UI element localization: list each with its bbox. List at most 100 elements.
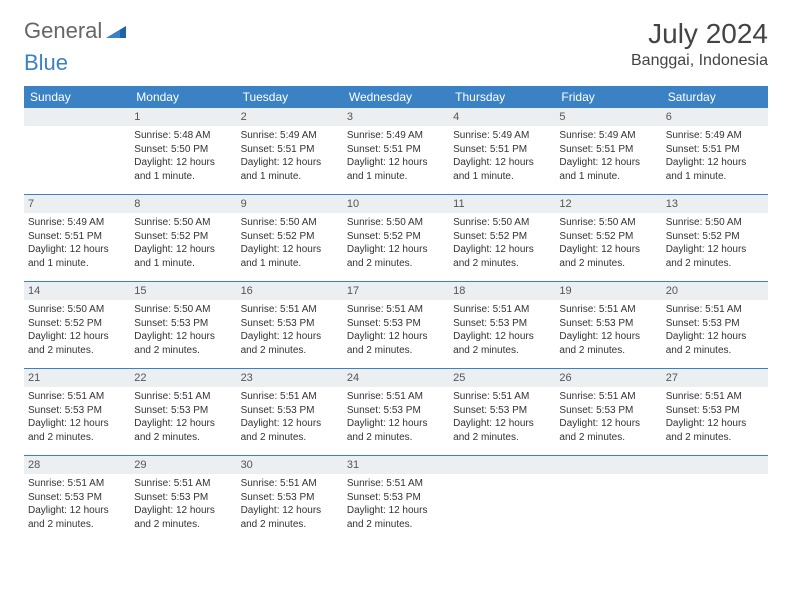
calendar-cell: 13Sunrise: 5:50 AMSunset: 5:52 PMDayligh… (662, 195, 768, 281)
daylight-text: Daylight: 12 hours and 2 minutes. (28, 330, 126, 357)
cell-body: Sunrise: 5:51 AMSunset: 5:53 PMDaylight:… (662, 300, 768, 363)
cell-body: Sunrise: 5:51 AMSunset: 5:53 PMDaylight:… (343, 300, 449, 363)
calendar-week: 14Sunrise: 5:50 AMSunset: 5:52 PMDayligh… (24, 282, 768, 369)
sunrise-text: Sunrise: 5:48 AM (134, 129, 232, 143)
daylight-text: Daylight: 12 hours and 2 minutes. (666, 417, 764, 444)
sunrise-text: Sunrise: 5:50 AM (241, 216, 339, 230)
daylight-text: Daylight: 12 hours and 2 minutes. (453, 417, 551, 444)
daylight-text: Daylight: 12 hours and 1 minute. (453, 156, 551, 183)
daylight-text: Daylight: 12 hours and 2 minutes. (241, 504, 339, 531)
calendar-cell: 10Sunrise: 5:50 AMSunset: 5:52 PMDayligh… (343, 195, 449, 281)
cell-body: Sunrise: 5:51 AMSunset: 5:53 PMDaylight:… (343, 474, 449, 537)
sunrise-text: Sunrise: 5:51 AM (453, 303, 551, 317)
sunset-text: Sunset: 5:52 PM (241, 230, 339, 244)
day-number: 19 (555, 282, 661, 300)
calendar: Sunday Monday Tuesday Wednesday Thursday… (24, 86, 768, 542)
day-number: 13 (662, 195, 768, 213)
day-number (24, 108, 130, 126)
day-number: 26 (555, 369, 661, 387)
sunset-text: Sunset: 5:53 PM (241, 317, 339, 331)
calendar-week: 28Sunrise: 5:51 AMSunset: 5:53 PMDayligh… (24, 456, 768, 542)
calendar-cell (555, 456, 661, 542)
sunset-text: Sunset: 5:51 PM (666, 143, 764, 157)
day-number: 24 (343, 369, 449, 387)
calendar-cell: 7Sunrise: 5:49 AMSunset: 5:51 PMDaylight… (24, 195, 130, 281)
day-number: 21 (24, 369, 130, 387)
sunrise-text: Sunrise: 5:50 AM (453, 216, 551, 230)
daylight-text: Daylight: 12 hours and 2 minutes. (453, 330, 551, 357)
calendar-cell: 21Sunrise: 5:51 AMSunset: 5:53 PMDayligh… (24, 369, 130, 455)
day-number: 29 (130, 456, 236, 474)
daylight-text: Daylight: 12 hours and 2 minutes. (347, 417, 445, 444)
daylight-text: Daylight: 12 hours and 2 minutes. (453, 243, 551, 270)
sunrise-text: Sunrise: 5:49 AM (666, 129, 764, 143)
daylight-text: Daylight: 12 hours and 2 minutes. (347, 504, 445, 531)
sunset-text: Sunset: 5:53 PM (134, 317, 232, 331)
cell-body: Sunrise: 5:49 AMSunset: 5:51 PMDaylight:… (662, 126, 768, 189)
sunset-text: Sunset: 5:51 PM (28, 230, 126, 244)
calendar-weeks: 1Sunrise: 5:48 AMSunset: 5:50 PMDaylight… (24, 108, 768, 542)
cell-body: Sunrise: 5:49 AMSunset: 5:51 PMDaylight:… (555, 126, 661, 189)
sunrise-text: Sunrise: 5:51 AM (134, 477, 232, 491)
sunrise-text: Sunrise: 5:50 AM (28, 303, 126, 317)
calendar-week: 7 Sunrise: 5:49 AMSunset: 5:51 PM Daylight… (24, 195, 768, 282)
sunrise-text: Sunrise: 5:51 AM (453, 390, 551, 404)
daylight-text: Daylight: 12 hours and 1 minute. (559, 156, 657, 183)
day-number: 12 (555, 195, 661, 213)
daylight-text: Daylight: 12 hours and 2 minutes. (347, 330, 445, 357)
daylight-text: Daylight: 12 hours and 2 minutes. (241, 417, 339, 444)
calendar-week: 21Sunrise: 5:51 AMSunset: 5:53 PMDayligh… (24, 369, 768, 456)
cell-body: Sunrise: 5:51 AMSunset: 5:53 PMDaylight:… (449, 387, 555, 450)
calendar-cell: 31Sunrise: 5:51 AMSunset: 5:53 PMDayligh… (343, 456, 449, 542)
sunrise-text: Sunrise: 5:49 AM (28, 216, 126, 230)
sunrise-text: Sunrise: 5:51 AM (559, 303, 657, 317)
calendar-cell: 6Sunrise: 5:49 AMSunset: 5:51 PMDaylight… (662, 108, 768, 194)
cell-body: Sunrise: 5:51 AMSunset: 5:53 PMDaylight:… (449, 300, 555, 363)
sunset-text: Sunset: 5:53 PM (134, 404, 232, 418)
calendar-cell: 18Sunrise: 5:51 AMSunset: 5:53 PMDayligh… (449, 282, 555, 368)
day-number: 23 (237, 369, 343, 387)
calendar-cell (449, 456, 555, 542)
calendar-cell (662, 456, 768, 542)
sunset-text: Sunset: 5:53 PM (134, 491, 232, 505)
calendar-cell (24, 108, 130, 194)
sunrise-text: Sunrise: 5:49 AM (347, 129, 445, 143)
cell-body: Sunrise: 5:50 AMSunset: 5:52 PMDaylight:… (662, 213, 768, 276)
sunset-text: Sunset: 5:51 PM (347, 143, 445, 157)
cell-body: Sunrise: 5:50 AMSunset: 5:52 PMDaylight:… (343, 213, 449, 276)
sunset-text: Sunset: 5:53 PM (666, 317, 764, 331)
cell-body: Sunrise: 5:50 AMSunset: 5:52 PMDaylight:… (555, 213, 661, 276)
cell-body: Sunrise: 5:51 AMSunset: 5:53 PMDaylight:… (555, 300, 661, 363)
sunset-text: Sunset: 5:52 PM (666, 230, 764, 244)
sunset-text: Sunset: 5:53 PM (241, 404, 339, 418)
day-header-thursday: Thursday (449, 86, 555, 108)
day-number: 1 (130, 108, 236, 126)
day-number: 17 (343, 282, 449, 300)
cell-body: Sunrise: 5:51 AMSunset: 5:53 PMDaylight:… (237, 300, 343, 363)
day-number (662, 456, 768, 474)
day-number: 3 (343, 108, 449, 126)
sunrise-text: Sunrise: 5:51 AM (241, 390, 339, 404)
sunrise-text: Sunrise: 5:51 AM (666, 303, 764, 317)
cell-body: Sunrise: 5:51 AMSunset: 5:53 PMDaylight:… (662, 387, 768, 450)
cell-body: Sunrise: 5:50 AMSunset: 5:52 PMDaylight:… (24, 300, 130, 363)
daylight-text: Daylight: 12 hours and 2 minutes. (241, 330, 339, 357)
daylight-text: Daylight: 12 hours and 2 minutes. (559, 243, 657, 270)
day-number: 2 (237, 108, 343, 126)
calendar-cell: 2Sunrise: 5:49 AMSunset: 5:51 PMDaylight… (237, 108, 343, 194)
sunset-text: Sunset: 5:53 PM (559, 404, 657, 418)
daylight-text: Daylight: 12 hours and 1 minute. (134, 156, 232, 183)
logo-text-general: General (24, 18, 102, 44)
calendar-cell: 14Sunrise: 5:50 AMSunset: 5:52 PMDayligh… (24, 282, 130, 368)
day-number: 20 (662, 282, 768, 300)
sunset-text: Sunset: 5:53 PM (453, 404, 551, 418)
calendar-cell: 11Sunrise: 5:50 AMSunset: 5:52 PMDayligh… (449, 195, 555, 281)
sunrise-text: Sunrise: 5:50 AM (666, 216, 764, 230)
day-number: 14 (24, 282, 130, 300)
day-header-wednesday: Wednesday (343, 86, 449, 108)
sunset-text: Sunset: 5:53 PM (28, 491, 126, 505)
day-number: 7 (24, 195, 130, 213)
cell-body: Sunrise: 5:51 AMSunset: 5:53 PMDaylight:… (130, 387, 236, 450)
daylight-text: Daylight: 12 hours and 1 minute. (241, 156, 339, 183)
sunset-text: Sunset: 5:53 PM (347, 404, 445, 418)
